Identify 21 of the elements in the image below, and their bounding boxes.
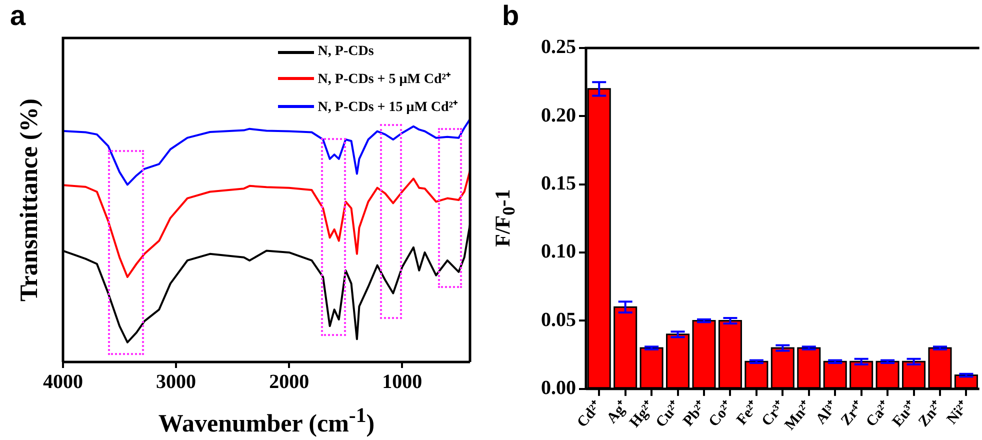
chart-title: a	[10, 0, 26, 32]
y-tick-label: 0.15	[541, 172, 576, 195]
y-tick-label: 0.05	[541, 308, 576, 331]
y-tick-label: 0.00	[541, 377, 576, 400]
legend-label: N, P-CDs + 15 μM Cd²⁺	[318, 99, 458, 116]
x-tick-label: Ni²⁺	[944, 398, 972, 428]
x-axis-title: Wavenumber (cm$^{-1}$)	[158, 402, 375, 438]
y-axis-title: Transmittance (%)	[16, 98, 44, 302]
x-tick-label: 4000	[43, 371, 83, 394]
x-tick-label: 2000	[269, 371, 310, 394]
legend-label: N, P-CDs	[318, 44, 374, 60]
chart-title: b	[502, 0, 520, 32]
x-tick-label: 3000	[156, 371, 196, 394]
y-tick-label: 0.25	[541, 36, 576, 58]
x-tick-label: 1000	[382, 371, 422, 394]
x-tick-label: Al³⁺	[813, 398, 842, 428]
legend-label: N, P-CDs + 5 μM Cd²⁺	[318, 71, 451, 88]
y-tick-label: 0.20	[541, 104, 576, 126]
y-tick-label: 0.10	[541, 240, 576, 263]
x-tick-label: Fe²⁺	[734, 398, 762, 428]
x-tick-label: Co²⁺	[706, 398, 736, 430]
